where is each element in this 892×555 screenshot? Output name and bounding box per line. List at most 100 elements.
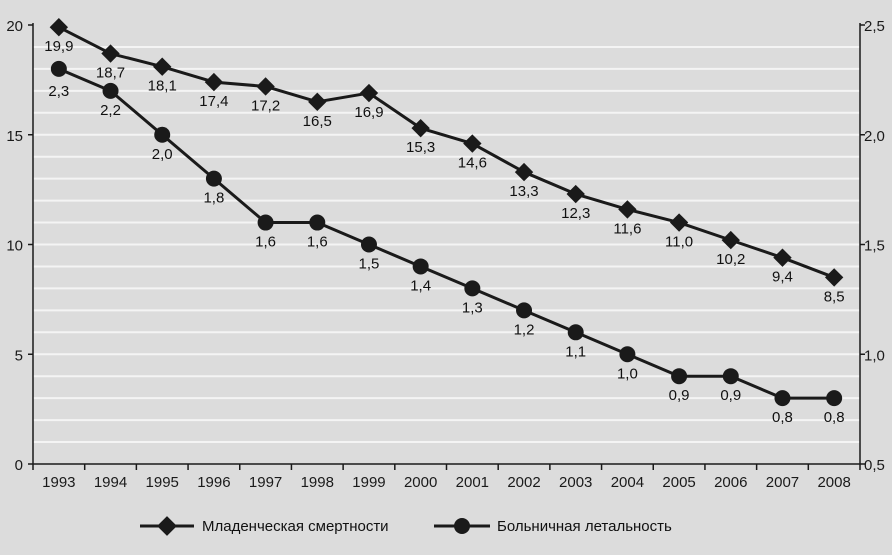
data-point-circle bbox=[50, 60, 67, 77]
data-label: 1,0 bbox=[617, 365, 638, 382]
data-label: 1,3 bbox=[462, 299, 483, 316]
left-tick-label: 15 bbox=[6, 128, 23, 145]
right-tick-label: 1,5 bbox=[864, 238, 885, 255]
data-label: 15,3 bbox=[406, 139, 435, 156]
data-label: 1,2 bbox=[514, 321, 535, 338]
x-axis-ticks: 1993 1994 1995 1996 1997 1998 1999 2000 2001 2002… bbox=[32, 464, 861, 491]
right-tick-label: 2,5 bbox=[864, 18, 885, 35]
data-point-diamond bbox=[566, 184, 585, 204]
x-tick-label: 2001 bbox=[456, 474, 489, 491]
data-label: 1,1 bbox=[565, 343, 586, 360]
grid-lines bbox=[33, 45, 860, 444]
data-point-circle bbox=[309, 214, 326, 231]
data-label: 0,8 bbox=[772, 409, 793, 426]
x-tick-label: 2003 bbox=[559, 474, 592, 491]
data-point-circle bbox=[826, 390, 843, 407]
data-label: 18,1 bbox=[148, 78, 177, 95]
data-label: 16,5 bbox=[303, 113, 332, 130]
series-hospital-mortality: 2,3 2,2 2,0 1,8 1,6 1,6 1,5 1,4 1,3 1,2 1,1 1,0 0,9 0… bbox=[48, 60, 845, 426]
left-tick-label: 10 bbox=[6, 238, 23, 255]
data-point-circle bbox=[102, 82, 119, 99]
data-label: 2,2 bbox=[100, 102, 121, 119]
legend: Младенческая смертности Больничная летал… bbox=[140, 516, 672, 536]
data-point-circle bbox=[257, 214, 274, 231]
x-tick-label: 2007 bbox=[766, 474, 799, 491]
legend-marker-circle bbox=[454, 518, 470, 534]
data-point-diamond bbox=[256, 77, 275, 96]
legend-marker-diamond bbox=[157, 516, 177, 536]
x-tick-label: 2005 bbox=[662, 474, 695, 491]
x-tick-label: 1994 bbox=[94, 474, 127, 491]
legend-label-hospital-mortality: Больничная летальность bbox=[497, 518, 672, 535]
data-label: 0,9 bbox=[720, 387, 741, 404]
data-point-diamond bbox=[308, 92, 327, 112]
data-point-diamond bbox=[204, 72, 224, 92]
data-label: 17,4 bbox=[199, 93, 228, 110]
x-tick-label: 1998 bbox=[301, 474, 334, 491]
x-tick-label: 2006 bbox=[714, 474, 747, 491]
data-point-circle bbox=[516, 302, 533, 319]
series-line bbox=[58, 25, 835, 279]
data-label: 17,2 bbox=[251, 97, 280, 114]
x-tick-label: 1995 bbox=[146, 474, 179, 491]
data-point-circle bbox=[154, 126, 171, 143]
left-tick-label: 20 bbox=[6, 18, 23, 35]
data-label: 1,6 bbox=[307, 234, 328, 251]
right-y-axis-ticks: 0,5 1,0 1,5 2,0 2,5 bbox=[860, 18, 885, 474]
data-point-diamond bbox=[153, 57, 172, 76]
data-point-circle bbox=[464, 280, 481, 297]
data-point-diamond bbox=[618, 200, 637, 219]
right-tick-label: 0,5 bbox=[864, 457, 885, 474]
data-label: 11,0 bbox=[665, 234, 693, 251]
x-tick-label: 1993 bbox=[42, 474, 75, 491]
x-tick-label: 2002 bbox=[507, 474, 540, 491]
data-point-circle bbox=[722, 368, 739, 385]
data-label: 1,5 bbox=[359, 256, 380, 273]
data-label: 0,8 bbox=[824, 409, 845, 426]
legend-label-infant-mortality: Младенческая смертности bbox=[202, 518, 389, 535]
data-point-circle bbox=[360, 236, 377, 253]
x-tick-label: 1997 bbox=[249, 474, 282, 491]
left-tick-label: 5 bbox=[15, 347, 23, 364]
data-label: 12,3 bbox=[561, 205, 590, 222]
x-tick-label: 2000 bbox=[404, 474, 437, 491]
data-point-diamond bbox=[359, 83, 379, 103]
data-label: 1,8 bbox=[203, 190, 224, 207]
data-point-circle bbox=[671, 368, 688, 385]
data-label: 1,4 bbox=[410, 277, 431, 294]
data-label: 19,9 bbox=[44, 38, 73, 55]
x-tick-label: 1999 bbox=[352, 474, 385, 491]
data-point-circle bbox=[774, 390, 791, 407]
data-label: 11,6 bbox=[613, 220, 641, 237]
data-label: 14,6 bbox=[458, 155, 487, 172]
x-tick-label: 2008 bbox=[817, 474, 850, 491]
data-point-diamond bbox=[721, 230, 740, 250]
data-point-circle bbox=[412, 258, 429, 275]
x-tick-label: 2004 bbox=[611, 474, 644, 491]
data-point-circle bbox=[567, 324, 584, 341]
left-y-axis-ticks: 0 5 10 15 20 bbox=[6, 18, 33, 474]
data-point-diamond bbox=[773, 248, 792, 267]
data-point-circle bbox=[619, 346, 636, 363]
data-label: 8,5 bbox=[824, 288, 845, 305]
data-point-diamond bbox=[101, 44, 120, 63]
series-line bbox=[58, 67, 835, 400]
series-layer: 19,9 18,7 18,1 17,4 17,2 16,5 16,9 15,3 14,6 13,3… bbox=[44, 18, 845, 426]
data-label: 2,3 bbox=[48, 83, 69, 100]
data-label: 10,2 bbox=[716, 251, 745, 268]
data-label: 13,3 bbox=[509, 183, 538, 200]
data-label: 16,9 bbox=[354, 104, 383, 121]
right-tick-label: 2,0 bbox=[864, 128, 885, 145]
data-label: 2,0 bbox=[152, 146, 173, 163]
data-label: 1,6 bbox=[255, 234, 276, 251]
right-tick-label: 1,0 bbox=[864, 347, 885, 364]
data-label: 0,9 bbox=[669, 387, 690, 404]
data-point-diamond bbox=[463, 134, 482, 153]
left-tick-label: 0 bbox=[15, 457, 23, 474]
data-point-diamond bbox=[514, 162, 534, 182]
data-point-diamond bbox=[669, 213, 689, 232]
data-point-circle bbox=[205, 170, 222, 187]
data-label: 9,4 bbox=[772, 269, 793, 286]
series-infant-mortality: 19,9 18,7 18,1 17,4 17,2 16,5 16,9 15,3 14,6 13,3… bbox=[44, 18, 845, 305]
